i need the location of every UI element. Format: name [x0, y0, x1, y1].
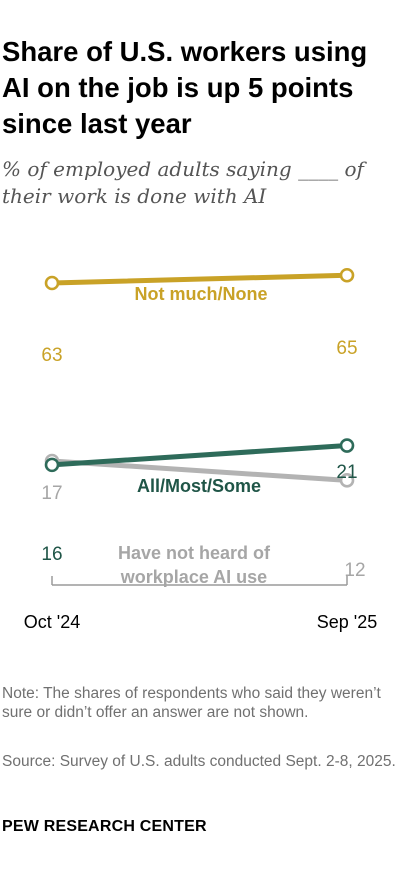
data-label: 65 — [336, 338, 357, 359]
data-point — [339, 473, 355, 488]
data-label: 21 — [336, 462, 357, 483]
x-tick-label: Oct '24 — [24, 612, 80, 632]
chart-title: Share of U.S. workers using AI on the jo… — [2, 36, 368, 139]
line-chart: Oct '24 Sep '25 63 65 Not much/None 16 21 All/M… — [24, 267, 378, 632]
series-label: All/Most/Some — [137, 476, 261, 496]
data-label: 16 — [41, 544, 62, 565]
data-label: 12 — [344, 560, 365, 581]
series-line — [49, 458, 350, 483]
data-point — [339, 267, 355, 283]
chart-note: Note: The shares of respondents who said… — [2, 685, 381, 721]
data-label: 17 — [41, 483, 62, 504]
data-label: 63 — [41, 345, 62, 366]
series-label: Not much/None — [135, 284, 268, 304]
x-tick-label: Sep '25 — [317, 612, 378, 632]
brand-label: PEW RESEARCH CENTER — [2, 818, 207, 835]
series-label: Have not heard of workplace AI use — [118, 543, 271, 587]
chart-source: Source: Survey of U.S. adults conducted … — [2, 753, 396, 770]
data-point — [44, 457, 60, 473]
chart-subtitle: % of employed adults saying ____ of thei… — [2, 157, 364, 208]
series-line — [49, 272, 350, 286]
data-point — [44, 275, 60, 291]
series-line — [49, 443, 350, 468]
data-point — [339, 438, 355, 453]
